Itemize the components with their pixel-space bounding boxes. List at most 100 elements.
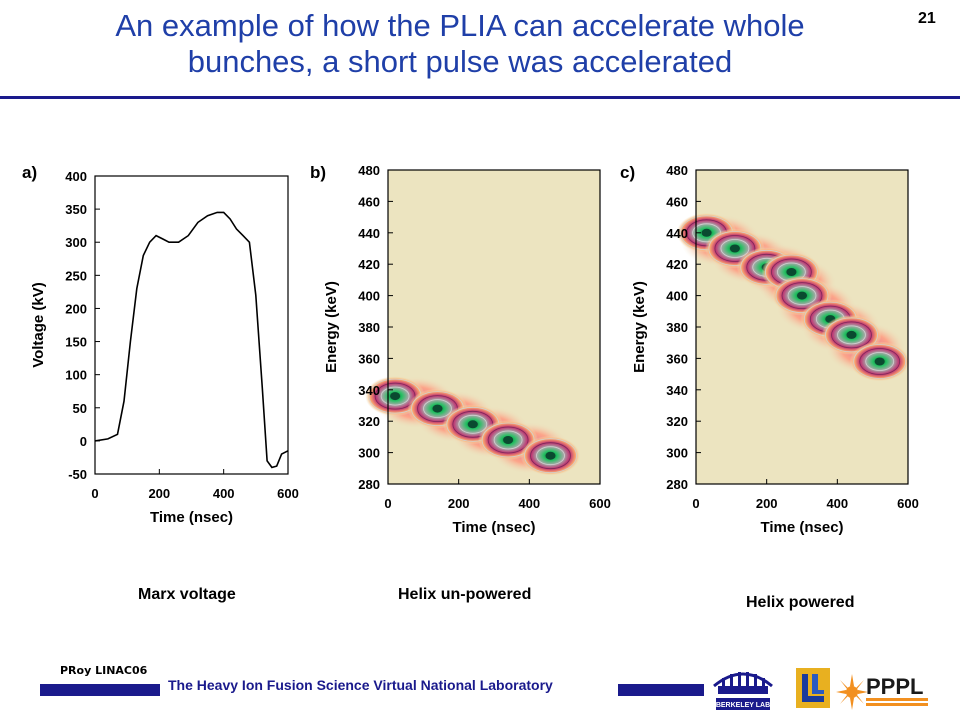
y-tick-label: 460 bbox=[666, 194, 688, 209]
density-core bbox=[390, 392, 401, 401]
density-core bbox=[874, 357, 885, 366]
contour-line bbox=[837, 325, 866, 345]
plot-frame bbox=[94, 175, 289, 475]
footer-lab-name: The Heavy Ion Fusion Science Virtual Nat… bbox=[168, 677, 553, 693]
pppl-logo-text: PPPL bbox=[866, 674, 923, 699]
y-tick-label: 300 bbox=[358, 446, 380, 461]
slide-title-line1: An example of how the PLIA can accelerat… bbox=[115, 8, 805, 43]
contour-line bbox=[536, 446, 565, 466]
contour-line bbox=[530, 442, 571, 470]
contour-line bbox=[781, 282, 823, 310]
contour-line bbox=[787, 286, 817, 306]
y-tick-label: 0 bbox=[80, 434, 87, 449]
contour-line bbox=[714, 235, 756, 262]
x-axis-title: Time (nsec) bbox=[452, 519, 535, 536]
y-axis-title: Energy (keV) bbox=[631, 281, 648, 373]
llnl-logo bbox=[796, 668, 830, 708]
berkeley-lab-logo: BERKELEY LAB bbox=[713, 672, 773, 710]
footer-bar-left bbox=[40, 684, 160, 696]
density-core bbox=[503, 436, 514, 444]
x-tick-label: 600 bbox=[277, 486, 299, 501]
y-tick-label: 300 bbox=[666, 446, 688, 461]
x-tick-label: 0 bbox=[91, 486, 98, 501]
footer-bar-right bbox=[618, 684, 704, 696]
density-core bbox=[545, 451, 556, 460]
y-tick-label: -50 bbox=[68, 467, 87, 482]
plot-area bbox=[95, 176, 288, 474]
y-tick-label: 250 bbox=[65, 268, 87, 283]
y-axis-title: Voltage (kV) bbox=[30, 282, 47, 368]
contour-line bbox=[825, 317, 878, 353]
chart-marx-voltage: 0 200 400 600 -50 0 50 100 150 200 250 300 350 400 Tim… bbox=[30, 169, 299, 526]
y-tick-label: 380 bbox=[358, 320, 380, 335]
panel-b-label: b) bbox=[310, 163, 326, 182]
y-tick-label: 280 bbox=[358, 477, 380, 492]
x-tick-label: 600 bbox=[897, 496, 919, 511]
contour-line bbox=[423, 399, 452, 419]
y-tick-label: 360 bbox=[666, 351, 688, 366]
y-tick-label: 360 bbox=[358, 351, 380, 366]
y-tick-label: 50 bbox=[73, 401, 87, 416]
contour-line bbox=[853, 344, 907, 379]
x-tick-label: 400 bbox=[213, 486, 235, 501]
x-axis-title: Time (nsec) bbox=[150, 509, 233, 526]
density-core bbox=[797, 291, 807, 300]
contour-line bbox=[720, 239, 750, 258]
y-tick-label: 440 bbox=[358, 226, 380, 241]
x-tick-label: 0 bbox=[692, 496, 699, 511]
y-tick-label: 440 bbox=[666, 226, 688, 241]
chart-helix-unpowered: 0 200 400 600 280 300 320 340 360 380 400 420 440 460… bbox=[323, 163, 611, 536]
density-core bbox=[432, 404, 443, 413]
y-tick-label: 340 bbox=[666, 383, 688, 398]
footer-author: PRoy LINAC06 bbox=[60, 664, 148, 677]
contour-line bbox=[493, 430, 523, 450]
y-tick-label: 380 bbox=[666, 320, 688, 335]
density-core bbox=[729, 244, 740, 253]
y-tick-label: 100 bbox=[65, 368, 87, 383]
figure-panels: a) b) c) 0 200 400 600 -50 0 50 100 150 200 250 300… bbox=[22, 163, 919, 536]
contour-line bbox=[865, 352, 895, 371]
title-divider bbox=[0, 96, 960, 99]
berkeley-lab-logo-text: BERKELEY LAB bbox=[716, 702, 770, 709]
y-tick-label: 320 bbox=[358, 414, 380, 429]
density-core bbox=[467, 420, 478, 429]
y-axis-title: Energy (keV) bbox=[323, 281, 340, 373]
y-tick-label: 200 bbox=[65, 301, 87, 316]
contour-line bbox=[524, 438, 577, 474]
x-tick-label: 400 bbox=[518, 496, 540, 511]
contour-line bbox=[487, 426, 529, 454]
caption-helix-unpowered: Helix un-powered bbox=[398, 586, 532, 603]
pppl-logo: PPPL bbox=[836, 674, 928, 710]
contour-line bbox=[380, 386, 410, 406]
y-tick-label: 400 bbox=[358, 289, 380, 304]
y-tick-label: 280 bbox=[666, 477, 688, 492]
caption-marx-voltage: Marx voltage bbox=[138, 586, 236, 603]
x-tick-label: 400 bbox=[826, 496, 848, 511]
density-core bbox=[701, 228, 712, 237]
y-tick-label: 320 bbox=[666, 414, 688, 429]
y-tick-label: 420 bbox=[666, 257, 688, 272]
contour-line bbox=[859, 348, 901, 375]
y-tick-label: 350 bbox=[65, 202, 87, 217]
x-tick-label: 200 bbox=[448, 496, 470, 511]
y-tick-label: 400 bbox=[65, 169, 87, 184]
x-tick-label: 0 bbox=[384, 496, 391, 511]
chart-helix-powered: 0 200 400 600 280 300 320 340 360 380 400 420 440 460… bbox=[631, 163, 919, 536]
slide-number: 21 bbox=[918, 10, 936, 27]
y-tick-label: 480 bbox=[358, 163, 380, 178]
voltage-trace bbox=[94, 211, 289, 469]
y-tick-label: 150 bbox=[65, 335, 87, 350]
contour-line bbox=[458, 414, 488, 434]
y-tick-label: 400 bbox=[666, 289, 688, 304]
panel-c-label: c) bbox=[620, 163, 635, 182]
y-tick-label: 480 bbox=[666, 163, 688, 178]
y-tick-label: 460 bbox=[358, 194, 380, 209]
x-tick-label: 600 bbox=[589, 496, 611, 511]
density-core bbox=[846, 330, 857, 339]
x-axis-title: Time (nsec) bbox=[760, 519, 843, 536]
y-tick-label: 420 bbox=[358, 257, 380, 272]
y-tick-label: 340 bbox=[358, 383, 380, 398]
density-core bbox=[786, 268, 797, 276]
caption-helix-powered: Helix powered bbox=[746, 594, 855, 611]
y-tick-label: 300 bbox=[65, 235, 87, 250]
